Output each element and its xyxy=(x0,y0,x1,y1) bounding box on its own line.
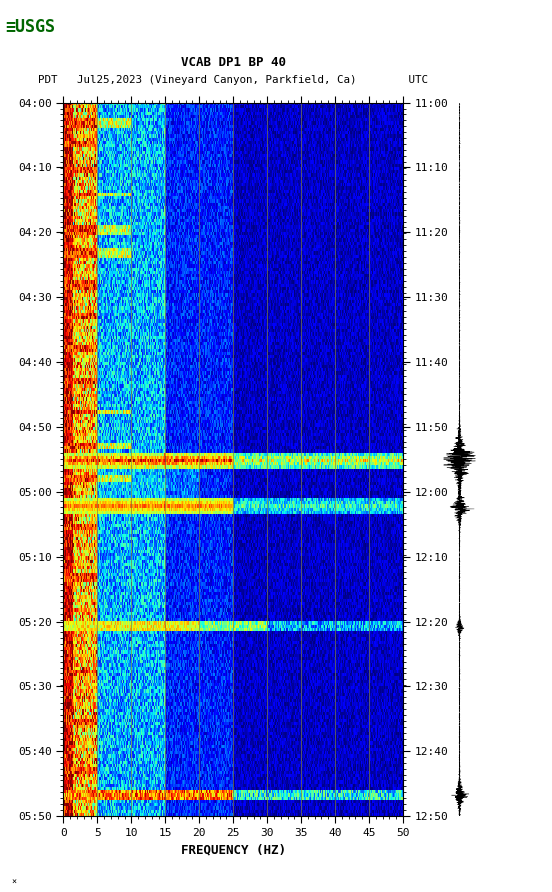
Text: VCAB DP1 BP 40: VCAB DP1 BP 40 xyxy=(181,56,286,69)
Text: PDT   Jul25,2023 (Vineyard Canyon, Parkfield, Ca)        UTC: PDT Jul25,2023 (Vineyard Canyon, Parkfie… xyxy=(38,75,428,86)
Text: ×: × xyxy=(11,878,16,887)
Text: ≡USGS: ≡USGS xyxy=(6,18,56,36)
X-axis label: FREQUENCY (HZ): FREQUENCY (HZ) xyxy=(181,844,286,856)
